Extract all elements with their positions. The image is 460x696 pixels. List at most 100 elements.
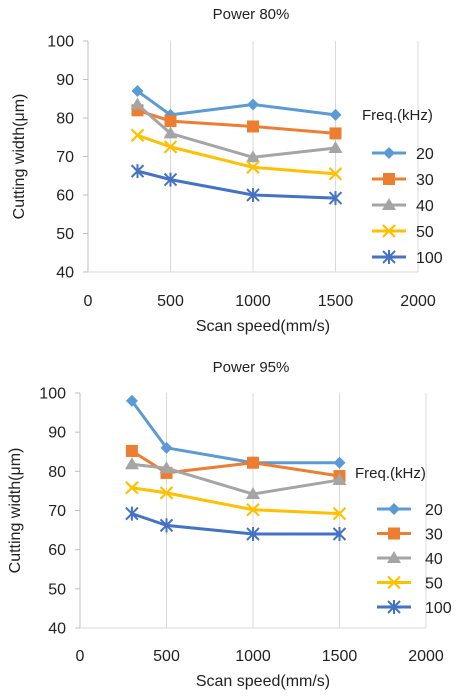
chart-title: Power 80% <box>213 6 290 23</box>
data-point-50 <box>246 502 260 517</box>
y-tick-label: 50 <box>48 581 66 598</box>
legend-marker <box>388 503 400 515</box>
data-point-50 <box>246 160 260 175</box>
series-line-30 <box>131 449 340 478</box>
legend-marker <box>387 575 401 590</box>
data-point-50 <box>332 506 347 521</box>
data-point-40 <box>130 97 145 110</box>
series-line-100 <box>131 512 340 536</box>
data-point-20 <box>247 98 259 111</box>
data-point-100 <box>159 518 174 533</box>
data-point-100 <box>163 172 178 187</box>
data-point-20 <box>131 85 144 98</box>
legend-entry-label: 20 <box>425 502 443 519</box>
chart-1: 0 500 1000 1500 2000 40 50 60 70 80 90 100 Power 80%… <box>11 6 443 335</box>
data-point-100 <box>246 188 260 202</box>
legend-entry-label: 100 <box>416 250 443 267</box>
x-tick-label: 1500 <box>318 293 354 310</box>
data-point-50 <box>328 167 343 181</box>
data-point-50 <box>125 481 139 495</box>
data-point-50 <box>159 486 174 500</box>
data-point-40 <box>124 457 139 470</box>
legend-marker <box>387 600 401 614</box>
y-tick-label: 80 <box>48 464 66 481</box>
data-point-40 <box>163 126 178 139</box>
y-tick-label: 40 <box>56 265 74 282</box>
data-point-40 <box>328 141 343 154</box>
y-axis-label: Cutting width(μm) <box>11 94 28 220</box>
series-line-20 <box>130 399 340 465</box>
data-point-40 <box>332 472 347 485</box>
x-tick-label: 500 <box>153 648 180 665</box>
legend-marker <box>382 224 396 238</box>
legend-marker <box>382 198 396 210</box>
series-line-50 <box>131 486 340 516</box>
y-tick-label: 80 <box>56 111 74 128</box>
series-line-40 <box>131 462 340 496</box>
x-tick-label: 2000 <box>400 293 436 310</box>
y-tick-label: 100 <box>47 34 74 51</box>
y-tick-label: 70 <box>56 149 74 166</box>
legend-entry-label: 100 <box>425 600 452 617</box>
y-tick-label: 60 <box>56 188 74 205</box>
legend-marker <box>383 147 395 159</box>
x-tick-label: 0 <box>76 648 85 665</box>
legend-marker <box>388 527 400 540</box>
y-tick-label: 40 <box>48 621 66 638</box>
data-point-100 <box>246 527 260 541</box>
y-tick-label: 70 <box>48 503 66 520</box>
series-line-30 <box>137 108 336 135</box>
data-point-20 <box>333 456 346 469</box>
legend-title: Freq.(kHz) <box>355 465 426 482</box>
data-point-30 <box>247 456 259 469</box>
series-line-40 <box>136 103 336 159</box>
data-point-100 <box>125 506 139 521</box>
y-tick-label: 60 <box>48 542 66 559</box>
data-point-100 <box>332 527 347 541</box>
data-point-30 <box>125 444 138 457</box>
x-axis-label: Scan speed(mm/s) <box>196 673 330 690</box>
x-tick-label: 1000 <box>235 648 271 665</box>
legend-entry-label: 30 <box>416 172 434 189</box>
legend-entry-label: 50 <box>416 224 434 241</box>
legend-title: Freq.(kHz) <box>362 107 433 124</box>
data-point-50 <box>163 140 178 154</box>
data-point-30 <box>247 120 259 133</box>
data-point-40 <box>246 150 260 163</box>
legend-entry-label: 40 <box>416 198 434 215</box>
data-point-100 <box>130 164 145 179</box>
y-tick-label: 50 <box>56 226 74 243</box>
series-line-100 <box>137 169 336 200</box>
x-tick-label: 1500 <box>322 648 358 665</box>
data-point-40 <box>246 487 260 500</box>
legend-entry-label: 50 <box>425 576 443 593</box>
x-axis-label: Scan speed(mm/s) <box>196 318 330 335</box>
chart-2: 0 500 1000 1500 2000 40 50 60 70 80 90 100 Power 95%… <box>7 359 452 690</box>
data-point-50 <box>130 128 145 143</box>
legend-entry-label: 30 <box>425 527 443 544</box>
x-tick-label: 1000 <box>235 293 271 310</box>
data-point-20 <box>125 394 138 407</box>
x-tick-label: 2000 <box>408 648 444 665</box>
y-tick-label: 90 <box>56 72 74 89</box>
series-line-20 <box>136 89 336 117</box>
x-tick-label: 500 <box>157 293 184 310</box>
data-point-30 <box>164 115 177 128</box>
x-tick-label: 0 <box>84 293 93 310</box>
data-point-40 <box>159 461 174 474</box>
data-point-20 <box>329 108 342 121</box>
data-point-30 <box>329 127 342 140</box>
y-axis-label: Cutting width(μm) <box>7 448 24 574</box>
legend-entry-label: 20 <box>416 146 434 163</box>
legend-marker <box>387 551 401 563</box>
series-line-50 <box>137 133 336 176</box>
legend-marker <box>383 173 395 185</box>
y-tick-label: 90 <box>48 425 66 442</box>
data-point-100 <box>328 191 343 206</box>
legend-marker <box>382 250 396 264</box>
chart-title: Power 95% <box>213 359 290 376</box>
data-point-20 <box>160 441 173 454</box>
y-tick-label: 100 <box>39 386 66 403</box>
legend-entry-label: 40 <box>425 551 443 568</box>
